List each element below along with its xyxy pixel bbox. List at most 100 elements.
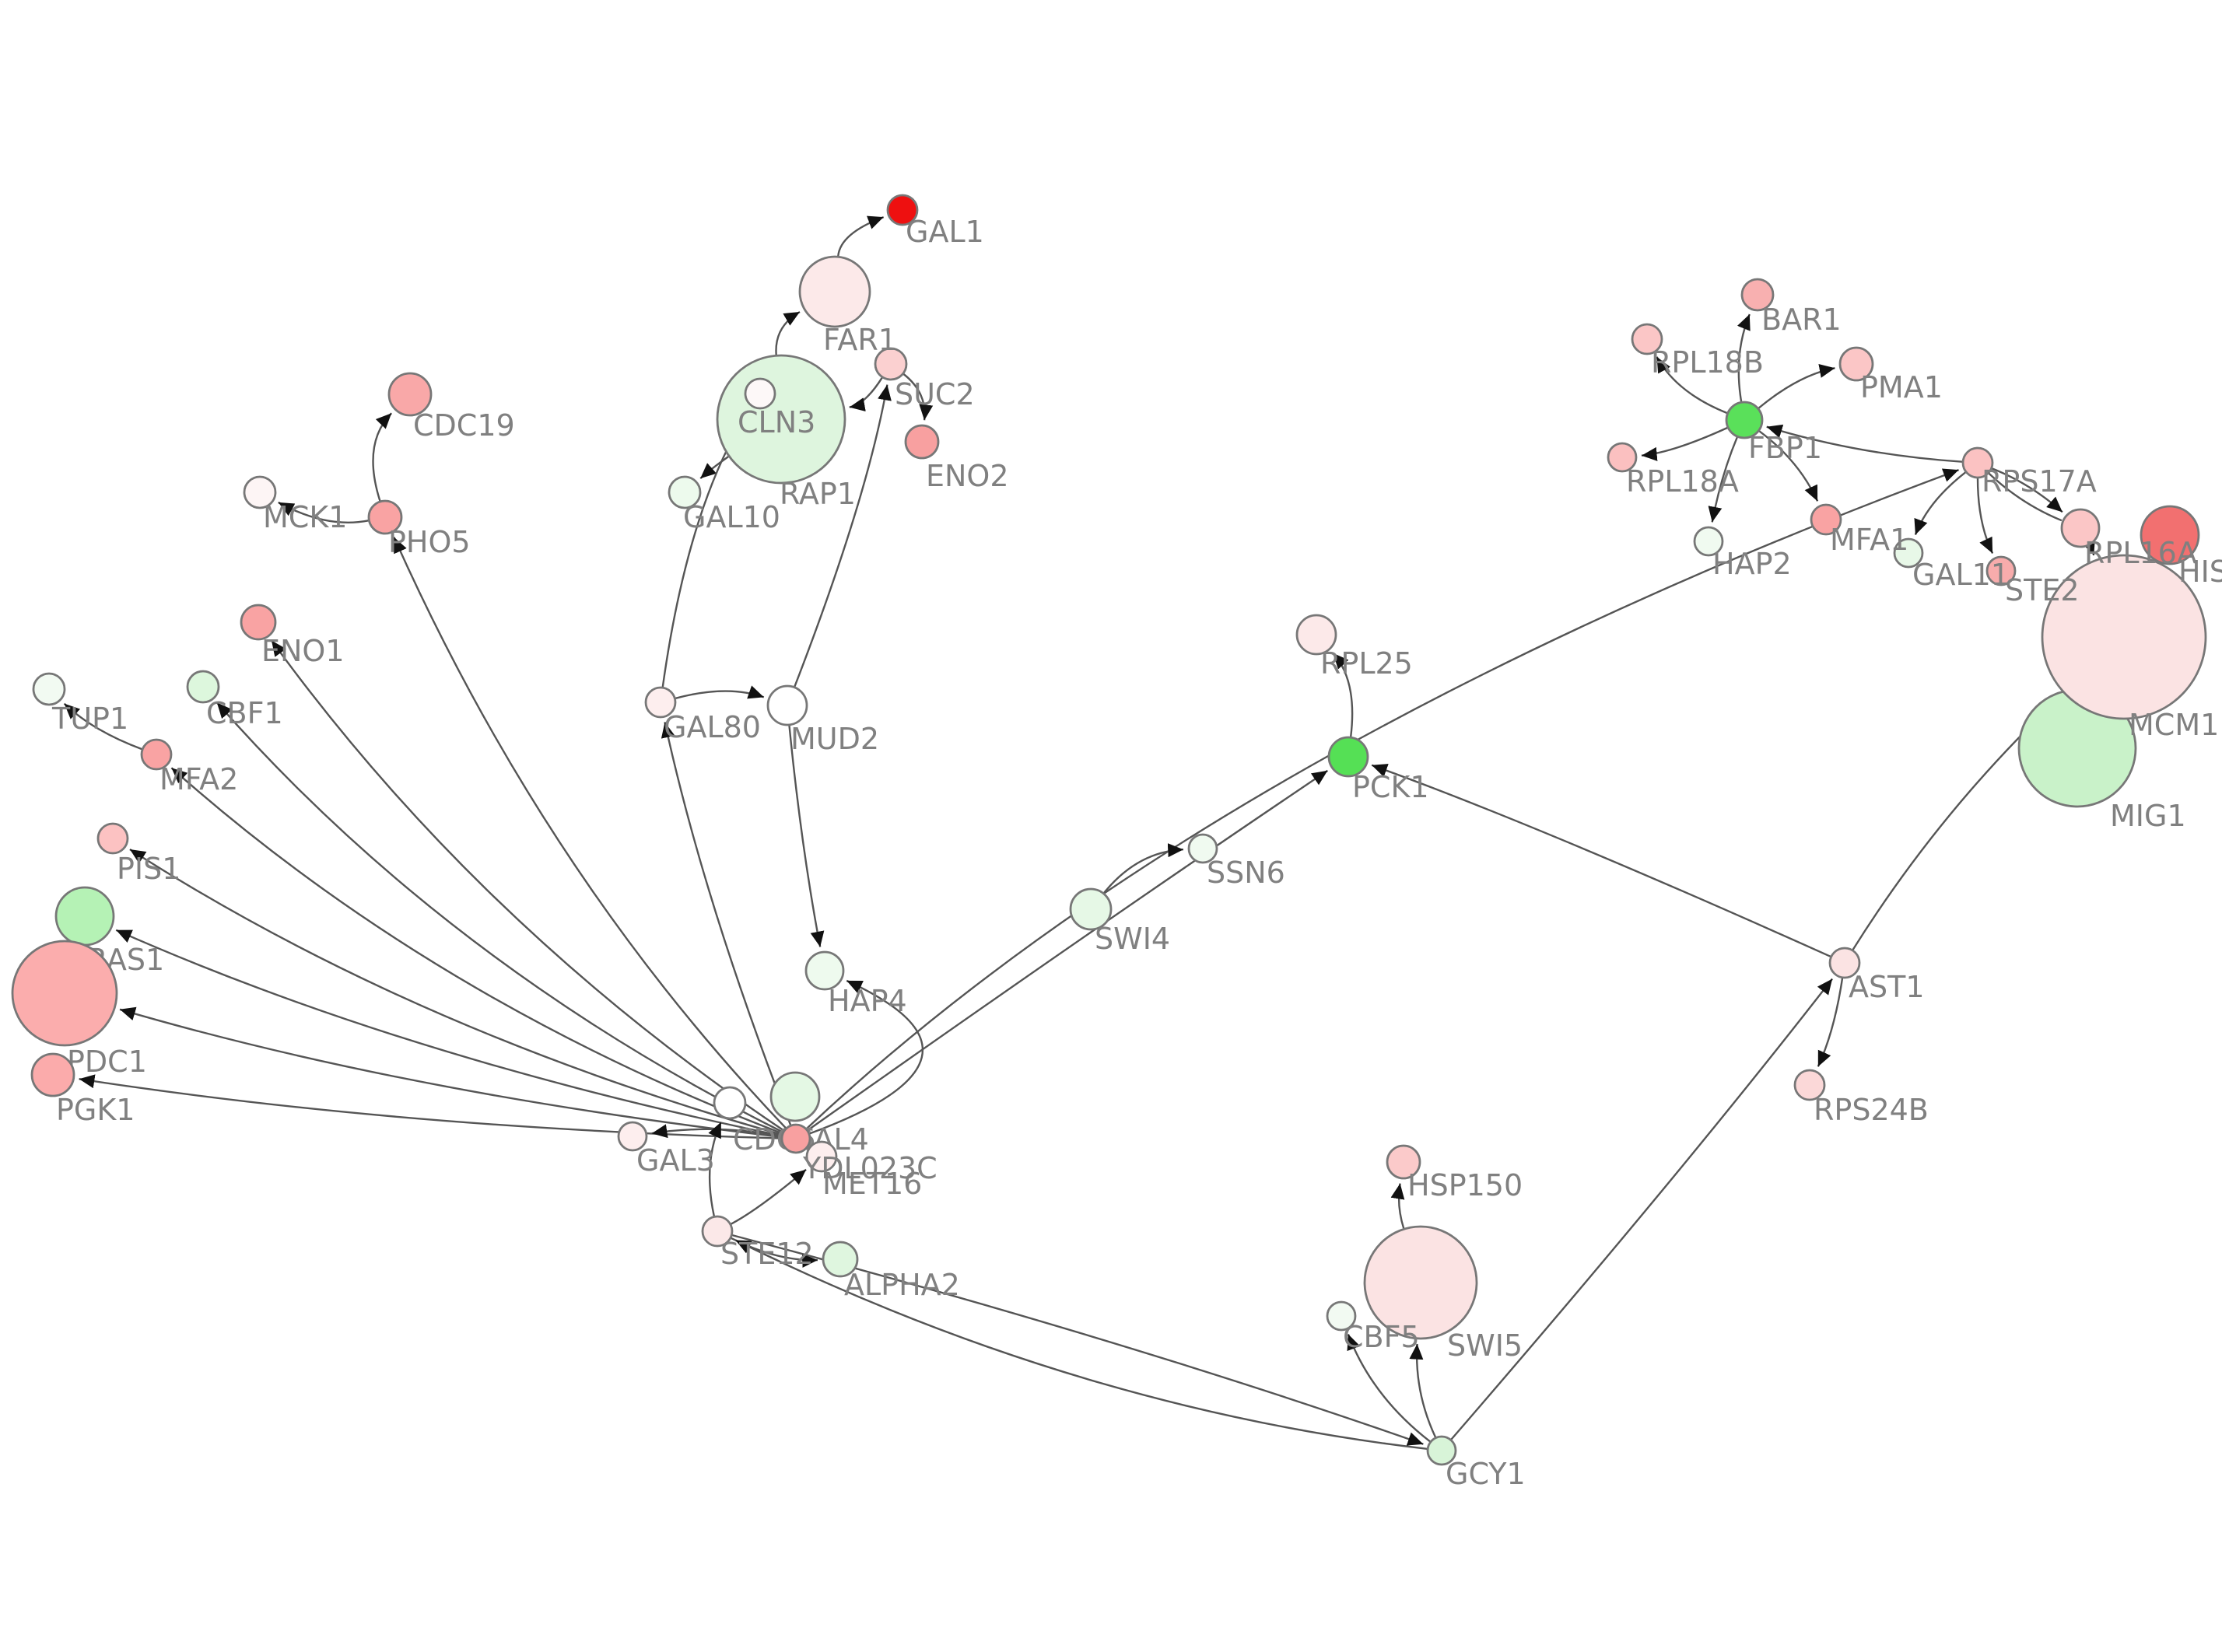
edge-STE12-CDC6[interactable] [708, 1122, 722, 1216]
node-MCM1[interactable] [2041, 554, 2207, 720]
node-GAL3[interactable] [617, 1121, 648, 1152]
node-RPS24B[interactable] [1793, 1069, 1826, 1101]
node-YDL023C[interactable] [805, 1140, 838, 1173]
node-MFA2[interactable] [140, 738, 173, 771]
node-SWI5[interactable] [1363, 1225, 1478, 1340]
edge-GCY1-STE12[interactable] [734, 1239, 1428, 1450]
edge-CLN3-GAL10[interactable] [699, 456, 729, 479]
edge-FBP1-RPL18B[interactable] [1656, 356, 1728, 415]
node-CBF1[interactable] [186, 670, 220, 704]
node-MCK1[interactable] [243, 475, 277, 509]
node-RPL25[interactable] [1295, 614, 1337, 656]
node-ALPHA2[interactable] [822, 1241, 859, 1278]
edge-PHO5-CDC19[interactable] [372, 412, 393, 502]
node-PMA1[interactable] [1838, 346, 1874, 382]
node-CBF5[interactable] [1326, 1300, 1357, 1332]
node-RAS1[interactable] [54, 886, 115, 947]
node-BAR1[interactable] [1740, 278, 1775, 312]
edge-RPL16A-MCM1[interactable] [2081, 538, 2095, 556]
edge-AST1-PCK1[interactable] [1371, 764, 1831, 957]
edge-FBP1-HAP2[interactable] [1708, 436, 1738, 523]
node-RPL18B[interactable] [1631, 323, 1663, 355]
edge-MUD2-SUC2[interactable] [794, 384, 892, 688]
node-TUP1[interactable] [32, 672, 66, 706]
node-label-RAP1: RAP1 [780, 477, 856, 511]
edge-GAL4-ENO1[interactable] [271, 639, 784, 1132]
edge-FBP1-PMA1[interactable] [1758, 364, 1835, 409]
node-HAP2[interactable] [1693, 526, 1724, 557]
edge-CLN3-FAR1[interactable] [775, 310, 801, 355]
node-MUD2[interactable] [766, 684, 808, 726]
node-RPL18A[interactable] [1607, 442, 1638, 473]
node-RAP1[interactable] [744, 377, 776, 410]
node-PGK1[interactable] [30, 1052, 75, 1097]
node-PCK1[interactable] [1327, 736, 1369, 778]
edge-MFA2-TUP1[interactable] [63, 702, 142, 751]
edge-GAL4-MFA2[interactable] [170, 767, 783, 1135]
node-GCY1[interactable] [1426, 1435, 1457, 1466]
node-HAP4[interactable] [804, 950, 845, 991]
node-SSN6[interactable] [1187, 833, 1218, 864]
edge-GAL4-PCK1[interactable] [807, 769, 1329, 1131]
edge-GAL4-CBF1[interactable] [216, 702, 783, 1133]
node-MFA1[interactable] [1810, 503, 1842, 536]
node-ENO1[interactable] [240, 604, 277, 641]
edge-RPS17A-FBP1[interactable] [1766, 424, 1963, 463]
edge-GAL80-MUD2[interactable] [675, 685, 765, 699]
edge-STE12-YDL023C[interactable] [731, 1168, 807, 1225]
edge-MUD2-HAP4[interactable] [788, 725, 825, 947]
edge-GAL4-PIS1[interactable] [129, 848, 783, 1136]
node-PHO5[interactable] [367, 499, 403, 535]
edge-GCY1-CBF5[interactable] [1347, 1333, 1431, 1443]
edge-GAL4-HAP4[interactable] [809, 979, 923, 1135]
node-ENO2[interactable] [904, 424, 940, 460]
node-MET16[interactable] [769, 1071, 821, 1122]
node-FAR1[interactable] [798, 255, 871, 328]
edge-FBP1-BAR1[interactable] [1737, 313, 1751, 402]
edge-PCK1-RPL25[interactable] [1332, 652, 1354, 737]
node-label-STE2: STE2 [2005, 573, 2080, 607]
edge-AST1-RPS24B[interactable] [1817, 978, 1844, 1067]
edge-GAL4-RAS1[interactable] [115, 929, 782, 1137]
node-label-STE12: STE12 [720, 1237, 814, 1271]
edge-FBP1-MFA1[interactable] [1758, 430, 1819, 502]
edge-RPS17A-RPL16A[interactable] [1992, 467, 2063, 513]
edge-SUC2-CLN3[interactable] [849, 377, 883, 411]
node-SUC2[interactable] [874, 347, 908, 381]
node-GAL10[interactable] [668, 475, 702, 509]
node-GAL1[interactable] [886, 194, 919, 226]
node-RPS17A[interactable] [1961, 446, 1994, 479]
edge-GCY1-AST1[interactable] [1450, 978, 1834, 1440]
edge-SUC2-ENO2[interactable] [902, 373, 934, 421]
node-STE12[interactable] [701, 1215, 734, 1248]
node-SWI4[interactable] [1069, 887, 1113, 931]
node-PIS1[interactable] [96, 822, 129, 855]
node-GAL4[interactable] [780, 1123, 811, 1154]
edge-GAL4-RPS17A[interactable] [806, 468, 1960, 1129]
edge-RPS17A-GAL11[interactable] [1914, 471, 1966, 536]
node-GAL11[interactable] [1893, 537, 1924, 569]
node-HSP150[interactable] [1386, 1144, 1421, 1180]
edge-GAL4-PHO5[interactable] [393, 537, 787, 1129]
node-HIS4[interactable] [2140, 505, 2200, 565]
node-STE2[interactable] [1985, 555, 2017, 586]
node-AST1[interactable] [1828, 947, 1861, 979]
edge-PHO5-MCK1[interactable] [278, 501, 369, 524]
edge-GCY1-SWI5[interactable] [1409, 1343, 1437, 1438]
edge-RPS17A-RPL16A[interactable] [1988, 472, 2063, 522]
node-PDC1[interactable] [11, 940, 118, 1047]
edge-SWI5-HSP150[interactable] [1390, 1183, 1405, 1229]
edge-GAL4-PDC1[interactable] [119, 1006, 782, 1138]
node-CDC6[interactable] [713, 1086, 747, 1120]
node-GAL80[interactable] [644, 686, 677, 719]
edge-SWI4-SSN6[interactable] [1103, 843, 1184, 894]
edge-GAL4-GAL80[interactable] [661, 722, 792, 1125]
node-CDC19[interactable] [387, 372, 433, 417]
edge-FAR1-GAL1[interactable] [837, 215, 885, 257]
edge-RPS17A-STE2[interactable] [1976, 478, 1994, 555]
edge-GAL4-PGK1[interactable] [79, 1074, 782, 1139]
node-FBP1[interactable] [1725, 401, 1764, 439]
node-RPL16A[interactable] [2060, 508, 2101, 548]
node-label-MET16: MET16 [822, 1167, 922, 1201]
edge-FBP1-RPL18A[interactable] [1641, 426, 1728, 461]
